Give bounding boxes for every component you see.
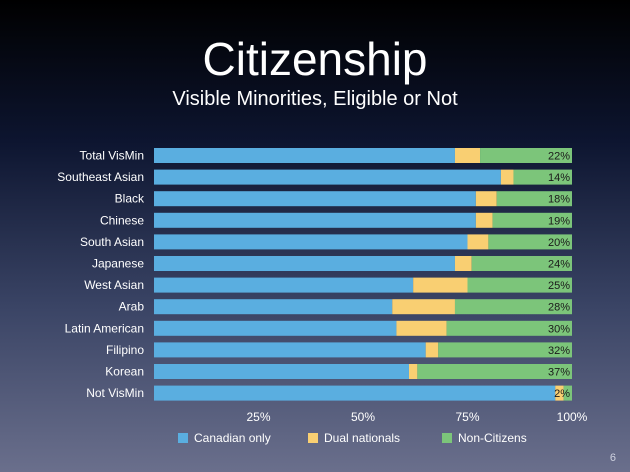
page-number: 6 (609, 452, 616, 464)
category-label-filipino: Filipino (106, 343, 144, 357)
bar-not-vismin-canadian-only (154, 385, 556, 401)
bar-arab-non-citizens (454, 299, 572, 315)
category-label-latin-american: Latin American (65, 321, 144, 335)
bar-west-asian-dual-nationals (413, 277, 468, 293)
bar-japanese-non-citizens (471, 256, 572, 271)
bar-total-vismin-non-citizens (480, 148, 572, 163)
x-tick-label: 100% (557, 410, 588, 424)
legend-label-canadian-only: Canadian only (194, 431, 271, 445)
legend-label-non-citizens: Non-Citizens (458, 431, 527, 445)
category-label-not-vismin: Not VisMin (86, 386, 144, 400)
bar-chinese-canadian-only (154, 212, 476, 228)
data-label-black: 18% (548, 194, 570, 206)
data-label-chinese: 19% (548, 215, 570, 227)
data-label-south-asian: 20% (548, 237, 570, 249)
bar-southeast-asian-canadian-only (154, 169, 501, 185)
bar-southeast-asian-dual-nationals (500, 169, 514, 185)
category-label-south-asian: South Asian (80, 235, 144, 249)
data-label-west-asian: 25% (548, 280, 570, 292)
data-label-southeast-asian: 14% (548, 172, 570, 184)
data-label-korean: 37% (548, 367, 570, 379)
data-label-not-vismin: 2% (554, 388, 570, 400)
bar-chinese-dual-nationals (475, 212, 493, 228)
bar-black-dual-nationals (475, 191, 497, 207)
category-label-korean: Korean (105, 365, 144, 379)
bar-total-vismin-dual-nationals (454, 148, 481, 163)
bar-filipino-non-citizens (438, 342, 572, 358)
x-tick-label: 50% (351, 410, 375, 424)
category-label-black: Black (115, 192, 145, 206)
bar-south-asian-non-citizens (488, 234, 572, 250)
bar-total-vismin-canadian-only (154, 148, 455, 163)
bar-south-asian-canadian-only (154, 234, 468, 250)
bar-japanese-canadian-only (154, 256, 455, 271)
bar-filipino-dual-nationals (425, 342, 439, 358)
x-tick-label: 25% (246, 410, 270, 424)
bar-south-asian-dual-nationals (467, 234, 489, 250)
bar-korean-non-citizens (417, 364, 572, 379)
category-label-southeast-asian: Southeast Asian (57, 170, 144, 184)
slide-subtitle: Visible Minorities, Eligible or Not (172, 88, 458, 110)
bar-arab-dual-nationals (392, 299, 455, 315)
category-label-japanese: Japanese (92, 257, 144, 271)
data-label-filipino: 32% (548, 345, 570, 357)
bar-latin-american-canadian-only (154, 320, 397, 336)
legend-swatch-canadian-only (178, 433, 188, 443)
bar-west-asian-canadian-only (154, 277, 414, 293)
bar-west-asian-non-citizens (467, 277, 572, 293)
data-label-japanese: 24% (548, 259, 570, 271)
bar-not-vismin-non-citizens (563, 385, 572, 401)
legend-label-dual-nationals: Dual nationals (324, 431, 400, 445)
bar-chinese-non-citizens (492, 212, 572, 228)
category-label-arab: Arab (119, 300, 145, 314)
bar-not-vismin-dual-nationals (555, 385, 564, 401)
data-label-total-vismin: 22% (548, 151, 570, 163)
legend-swatch-dual-nationals (308, 433, 318, 443)
bar-filipino-canadian-only (154, 342, 426, 358)
data-label-arab: 28% (548, 302, 570, 314)
x-tick-label: 75% (455, 410, 479, 424)
data-label-latin-american: 30% (548, 323, 570, 335)
bar-latin-american-non-citizens (446, 320, 572, 336)
bar-korean-dual-nationals (408, 364, 418, 379)
category-label-total-vismin: Total VisMin (80, 149, 144, 163)
bar-black-canadian-only (154, 191, 476, 207)
category-label-west-asian: West Asian (84, 278, 144, 292)
category-label-chinese: Chinese (100, 213, 144, 227)
bar-korean-canadian-only (154, 364, 409, 379)
bar-black-non-citizens (496, 191, 572, 207)
bar-latin-american-dual-nationals (396, 320, 447, 336)
legend-swatch-non-citizens (442, 433, 452, 443)
bar-southeast-asian-non-citizens (513, 169, 572, 185)
bar-japanese-dual-nationals (454, 256, 472, 271)
slide-title: Citizenship (202, 33, 428, 85)
bar-arab-canadian-only (154, 299, 393, 315)
